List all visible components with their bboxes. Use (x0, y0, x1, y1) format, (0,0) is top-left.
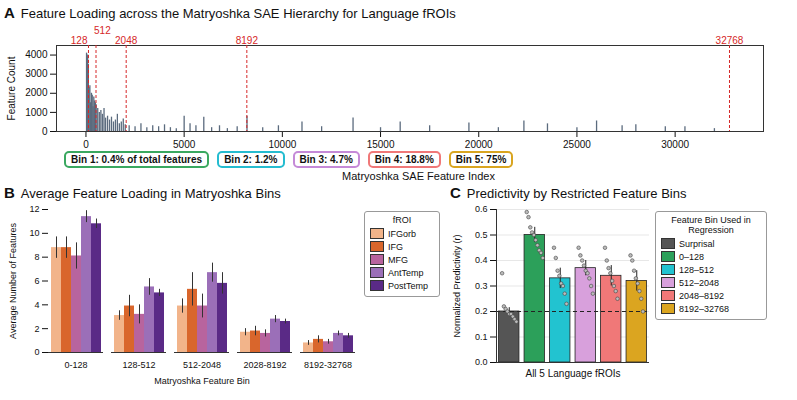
svg-text:0.3: 0.3 (475, 281, 488, 291)
svg-text:0.4: 0.4 (475, 255, 488, 265)
html-text:Feature Bin Used in Regression: Feature Bin Used in Regression (671, 215, 751, 235)
html-text:C Predictivity by Restricted F: C Predictivity by Restricted Feature Bin… (450, 184, 687, 201)
html-text:fROI: fROI (392, 215, 412, 225)
svg-text:0.6: 0.6 (475, 204, 488, 214)
html-text:Bin 3: 4.7%: Bin 3: 4.7% (299, 153, 353, 165)
svg-text:10000: 10000 (268, 139, 296, 149)
svg-text:0.1: 0.1 (475, 332, 488, 342)
svg-text:Average Number of Features: Average Number of Features (8, 223, 18, 339)
svg-text:32768: 32768 (716, 35, 744, 46)
html-text:Bin 5: 75%: Bin 5: 75% (455, 153, 507, 165)
html-text:8192–32768: 8192–32768 (679, 303, 730, 314)
svg-text:25000: 25000 (563, 139, 591, 149)
html-text:IFG: IFG (388, 241, 403, 252)
svg-text:2048: 2048 (115, 35, 138, 46)
html-text:Surprisal: Surprisal (679, 238, 715, 249)
html-text:Matryoshka SAE Feature Index: Matryoshka SAE Feature Index (342, 170, 495, 182)
svg-text:5000: 5000 (173, 139, 196, 149)
svg-text:0.5: 0.5 (475, 230, 488, 240)
svg-text:128: 128 (71, 35, 88, 46)
html-text:MFG: MFG (388, 254, 408, 265)
svg-text:2000: 2000 (25, 87, 48, 98)
svg-text:8192: 8192 (236, 35, 259, 46)
svg-text:0: 0 (42, 126, 48, 137)
svg-text:4000: 4000 (25, 49, 48, 60)
svg-text:512-2048: 512-2048 (183, 360, 221, 370)
html-text:2048–8192: 2048–8192 (679, 290, 725, 301)
svg-text:0: 0 (83, 139, 89, 149)
html-text:Bin 2: 1.2%: Bin 2: 1.2% (224, 153, 278, 165)
svg-text:8192-32768: 8192-32768 (304, 360, 352, 370)
svg-text:15000: 15000 (367, 139, 395, 149)
svg-text:6: 6 (34, 276, 39, 286)
svg-text:4: 4 (34, 300, 39, 310)
html-text:Bin 1: 0.4% of total features: Bin 1: 0.4% of total features (71, 153, 203, 165)
html-text:IFGorb: IFGorb (388, 228, 416, 239)
svg-text:0-128: 0-128 (64, 360, 87, 370)
html-text:AntTemp: AntTemp (388, 267, 424, 278)
html-text:Bin 4: 18.8%: Bin 4: 18.8% (374, 153, 434, 165)
svg-text:Matryoshka Feature Bin: Matryoshka Feature Bin (154, 376, 250, 386)
svg-text:Normalized Predictivity (r): Normalized Predictivity (r) (452, 234, 462, 337)
html-text:128–512: 128–512 (679, 264, 714, 275)
svg-text:2: 2 (34, 324, 39, 334)
html-text:PostTemp: PostTemp (388, 280, 428, 291)
svg-text:0.0: 0.0 (475, 357, 488, 367)
svg-text:12: 12 (29, 204, 39, 214)
html-text:A Feature Loading across the M: A Feature Loading across the Matryoshka … (4, 4, 456, 21)
svg-text:512: 512 (94, 25, 111, 36)
svg-text:128-512: 128-512 (122, 360, 155, 370)
svg-text:2028-8192: 2028-8192 (243, 360, 286, 370)
svg-text:20000: 20000 (465, 139, 493, 149)
svg-text:Feature Count: Feature Count (6, 56, 17, 120)
svg-text:10: 10 (29, 228, 39, 238)
svg-text:30000: 30000 (661, 139, 689, 149)
svg-text:0.2: 0.2 (475, 306, 488, 316)
html-text:512–2048: 512–2048 (679, 277, 719, 288)
html-text:0–128: 0–128 (679, 251, 704, 262)
svg-text:0: 0 (34, 347, 39, 357)
svg-text:8: 8 (34, 252, 39, 262)
html-text:B Average Feature Loading in M: B Average Feature Loading in Matryoshka … (4, 184, 281, 201)
svg-text:1000: 1000 (25, 107, 48, 118)
svg-text:All 5 Language fROIs: All 5 Language fROIs (525, 368, 620, 379)
svg-text:3000: 3000 (25, 68, 48, 79)
